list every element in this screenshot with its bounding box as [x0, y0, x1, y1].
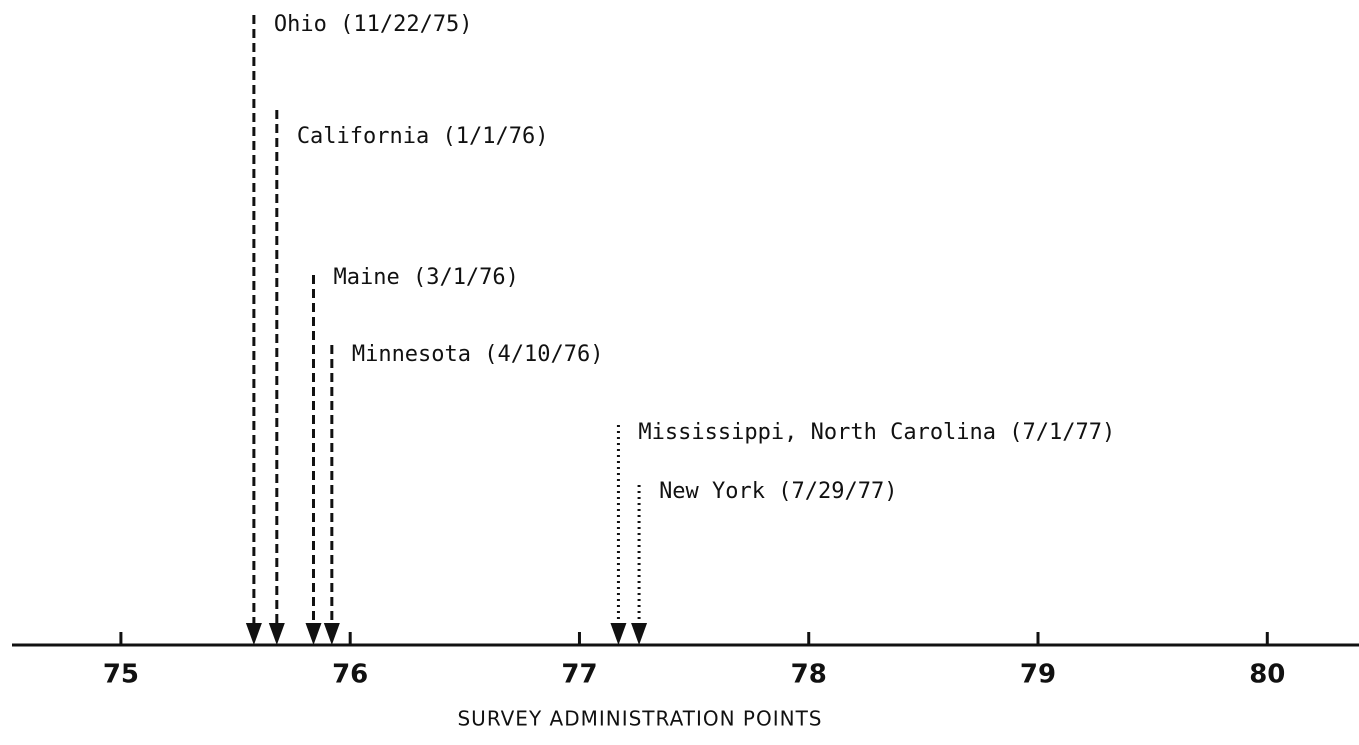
event-label: Maine (3/1/76): [333, 265, 518, 290]
x-axis-label: SURVEY ADMINISTRATION POINTS: [457, 707, 822, 731]
x-tick-label: 78: [791, 660, 827, 690]
x-tick-label: 79: [1020, 660, 1056, 690]
event-arrow: [610, 623, 627, 645]
event-label: Ohio (11/22/75): [274, 12, 473, 37]
x-tick-label: 80: [1249, 660, 1285, 690]
x-tick-label: 77: [561, 660, 597, 690]
event-arrow: [245, 623, 262, 645]
event-label: California (1/1/76): [297, 124, 549, 149]
event-arrow: [631, 623, 648, 645]
x-tick-label: 76: [332, 660, 368, 690]
event-arrow: [323, 623, 340, 645]
event-label: Minnesota (4/10/76): [352, 342, 604, 367]
x-tick-label: 75: [103, 660, 139, 690]
event-arrow: [305, 623, 322, 645]
event-label: New York (7/29/77): [659, 479, 897, 504]
event-arrow: [268, 623, 285, 645]
event-label: Mississippi, North Carolina (7/1/77): [638, 420, 1115, 445]
